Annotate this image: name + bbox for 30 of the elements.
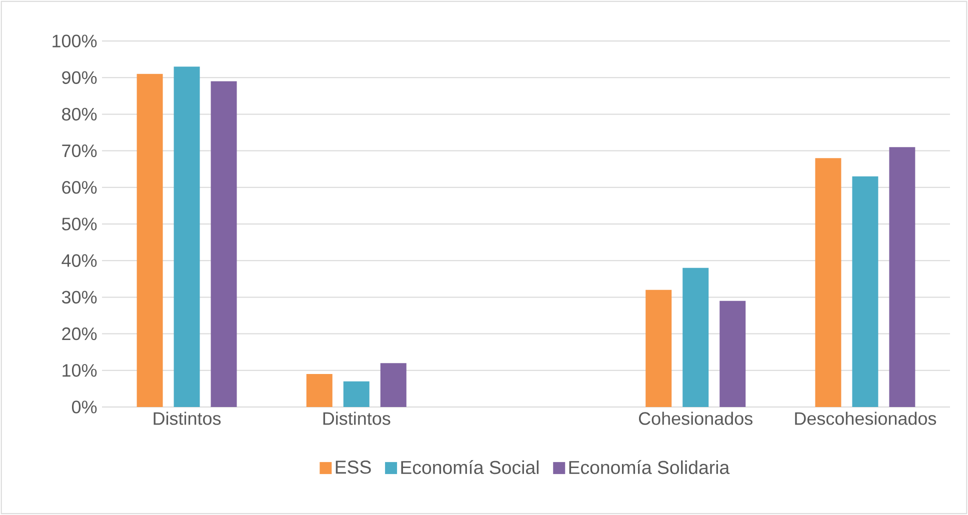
bar xyxy=(682,268,709,407)
x-tick-label: Distintos xyxy=(154,412,221,425)
legend-label: Economía Social xyxy=(401,460,539,474)
bar xyxy=(852,176,878,407)
y-tick-label: 30% xyxy=(62,290,97,304)
y-tick-label: 10% xyxy=(62,364,97,377)
bar xyxy=(136,74,163,407)
y-tick-label: 70% xyxy=(62,144,97,158)
bar xyxy=(306,374,332,407)
bar xyxy=(380,363,406,407)
y-tick-label: 0% xyxy=(72,400,97,414)
y-tick-label: 40% xyxy=(62,254,97,267)
legend-label: ESS xyxy=(336,460,371,474)
bar xyxy=(889,147,916,407)
x-tick-label: Descohesionados xyxy=(795,412,936,425)
y-tick-label: 50% xyxy=(62,218,97,230)
y-tick-label: 100% xyxy=(52,34,97,48)
y-tick-label: 80% xyxy=(62,108,97,121)
bar xyxy=(646,290,672,407)
legend-label: Economía Solidaria xyxy=(569,460,730,474)
x-tick-label: Distintos xyxy=(323,412,390,425)
bar xyxy=(174,66,200,407)
y-tick-label: 60% xyxy=(62,181,97,194)
bar xyxy=(343,381,370,407)
y-tick-label: 90% xyxy=(62,71,97,84)
bar xyxy=(815,158,842,407)
y-tick-label: 20% xyxy=(62,327,97,340)
bar xyxy=(720,300,746,407)
x-tick-label: Cohesionados xyxy=(638,412,752,425)
bar xyxy=(210,81,237,407)
